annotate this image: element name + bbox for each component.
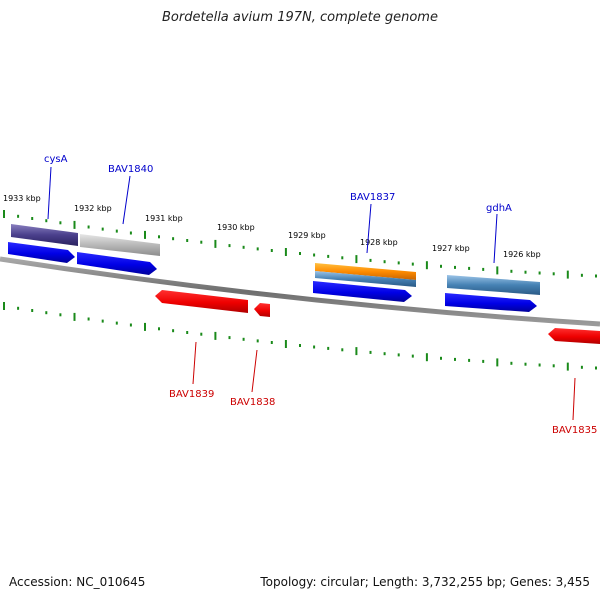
BAV1837-feature-orange[interactable]: [315, 263, 416, 280]
scale-labels: 1933 kbp 1932 kbp 1931 kbp 1930 kbp 1929…: [3, 194, 541, 259]
kbp-label-1929: 1929 kbp: [288, 231, 326, 240]
kbp-label-1928: 1928 kbp: [360, 238, 398, 247]
accession-text: Accession: NC_010645: [9, 575, 146, 589]
cds-reverse-BAV1838[interactable]: [254, 303, 270, 317]
feature-track: [11, 224, 540, 295]
gdhA-feature[interactable]: [447, 275, 540, 295]
kbp-label-1932: 1932 kbp: [74, 204, 112, 213]
reverse-strand-cds: [155, 290, 600, 344]
cds-forward-cysA[interactable]: [8, 242, 75, 263]
gene-label-BAV1835[interactable]: BAV1835: [552, 425, 597, 436]
BAV1840-feature[interactable]: [80, 234, 160, 256]
gene-label-BAV1838[interactable]: BAV1838: [230, 397, 275, 408]
leader-BAV1835: [572, 377, 576, 421]
cds-forward-BAV1837[interactable]: [313, 281, 412, 302]
genome-backbone: [0, 256, 600, 327]
forward-strand-cds: [8, 242, 537, 312]
kbp-label-1933: 1933 kbp: [3, 194, 41, 203]
leader-BAV1838: [251, 349, 258, 393]
kbp-label-1930: 1930 kbp: [217, 223, 255, 232]
BAV1837-feature-steel[interactable]: [315, 271, 416, 287]
gene-label-cysA[interactable]: cysA: [44, 154, 68, 165]
outer-tick-ring: [3, 210, 597, 279]
cds-reverse-BAV1835[interactable]: [548, 328, 600, 344]
kbp-label-1931: 1931 kbp: [145, 214, 183, 223]
cds-forward-gdhA[interactable]: [445, 293, 537, 312]
cds-forward-BAV1840[interactable]: [77, 252, 157, 275]
leader-BAV1839: [192, 341, 197, 385]
label-leaders: [47, 166, 576, 421]
leader-gdhA: [493, 213, 498, 264]
leader-cysA: [47, 166, 52, 220]
gene-labels: cysA BAV1840 BAV1837 gdhA BAV1839 BAV183…: [44, 154, 597, 436]
cds-reverse-BAV1839[interactable]: [155, 290, 248, 313]
leader-BAV1840: [122, 175, 131, 225]
gene-label-BAV1839[interactable]: BAV1839: [169, 389, 214, 400]
gene-label-BAV1840[interactable]: BAV1840: [108, 164, 153, 175]
inner-tick-ring: [3, 302, 597, 371]
leader-BAV1837: [366, 203, 372, 254]
kbp-label-1926: 1926 kbp: [503, 250, 541, 259]
gene-label-gdhA[interactable]: gdhA: [486, 203, 512, 214]
cysA-feature[interactable]: [11, 224, 78, 246]
gene-label-BAV1837[interactable]: BAV1837: [350, 192, 395, 203]
map-title: Bordetella avium 197N, complete genome: [162, 10, 438, 25]
summary-text: Topology: circular; Length: 3,732,255 bp…: [260, 575, 590, 589]
kbp-label-1927: 1927 kbp: [432, 244, 470, 253]
